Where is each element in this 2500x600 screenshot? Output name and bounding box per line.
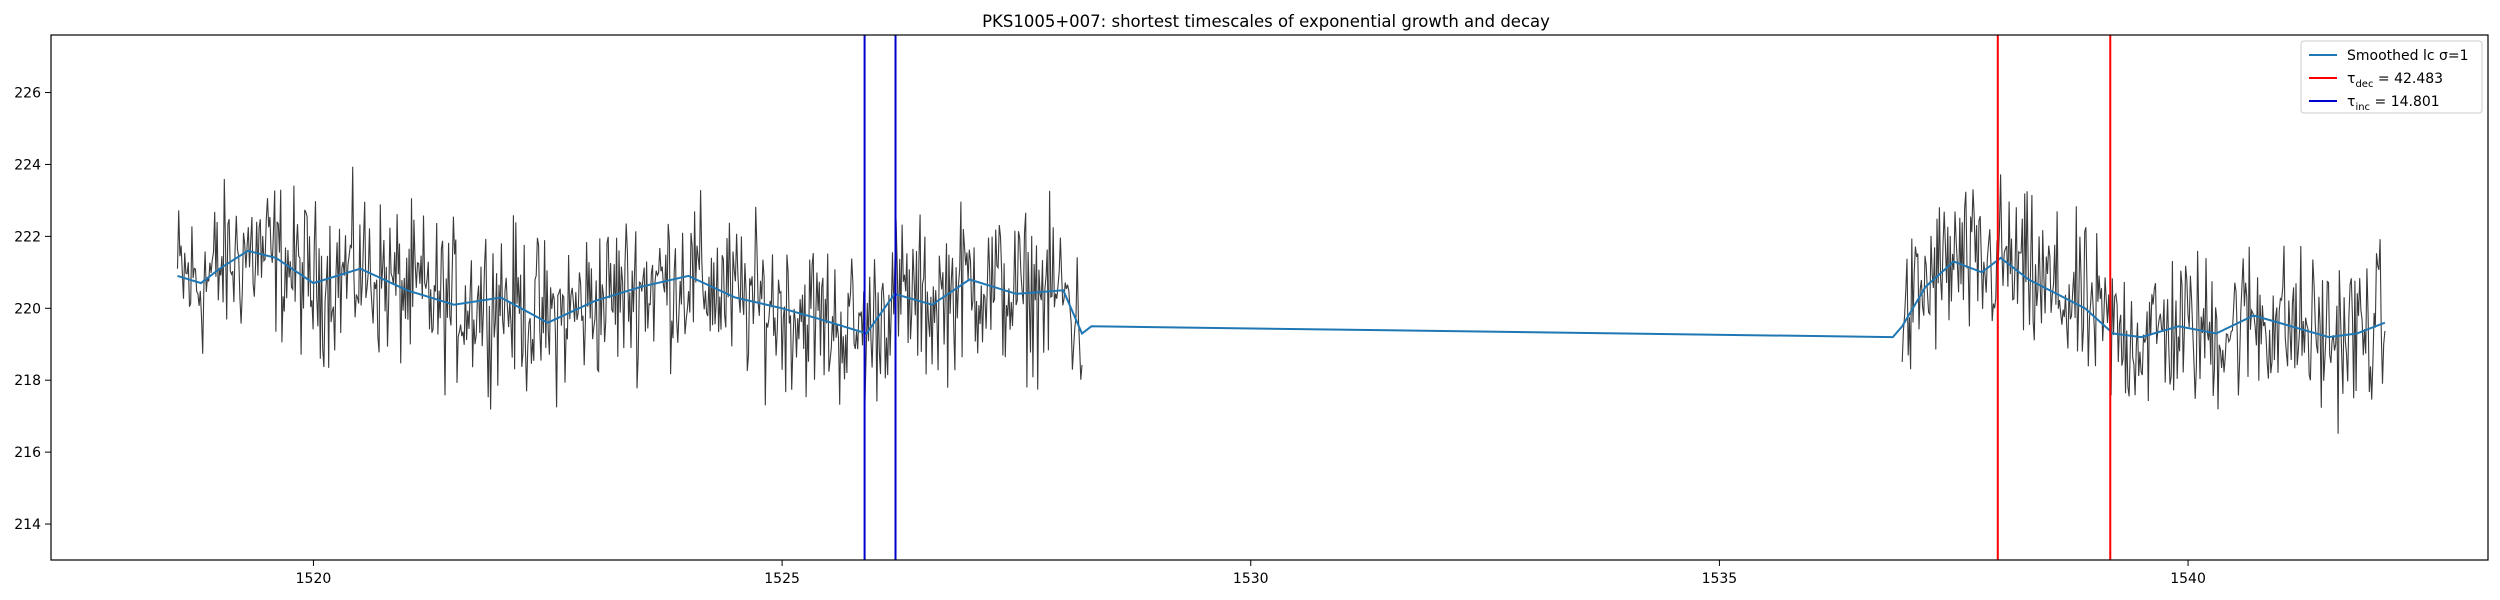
- x-tick-label: 1525: [764, 571, 800, 587]
- legend-subscript: dec: [2355, 79, 2373, 90]
- raw-lightcurve: [176, 166, 2386, 434]
- y-tick-label: 220: [14, 301, 41, 317]
- legend-symbol: τ: [2347, 94, 2355, 110]
- y-tick-label: 218: [14, 373, 41, 389]
- smoothed-line: [177, 249, 2386, 339]
- y-tick-label: 216: [14, 445, 41, 461]
- x-tick-label: 1535: [1702, 571, 1738, 587]
- y-tick-label: 222: [14, 229, 41, 245]
- x-tick-label: 1520: [296, 571, 332, 587]
- y-tick-label: 226: [14, 86, 41, 102]
- smoothed-lightcurve: [177, 249, 2386, 339]
- timescale-markers: [863, 35, 2112, 560]
- legend-value: = 14.801: [2370, 94, 2440, 110]
- x-axis: 1520 1525 1530 1535 1540: [296, 560, 2206, 587]
- raw-segment-1: [176, 166, 1083, 410]
- legend-label-inc: τinc = 14.801: [2347, 94, 2440, 113]
- y-tick-label: 224: [14, 157, 41, 173]
- legend-label-smoothed: Smoothed lc σ=1: [2347, 48, 2469, 64]
- x-tick-label: 1540: [2170, 571, 2206, 587]
- chart-title: PKS1005+007: shortest timescales of expo…: [982, 12, 1550, 31]
- legend-symbol: τ: [2347, 71, 2355, 87]
- raw-segment-2: [1901, 174, 2386, 434]
- legend-subscript: inc: [2355, 102, 2370, 113]
- x-tick-label: 1530: [1233, 571, 1269, 587]
- y-tick-label: 214: [14, 517, 41, 533]
- legend-box: [2300, 40, 2483, 114]
- legend-value: = 42.483: [2373, 71, 2443, 87]
- plot-area-frame: [50, 34, 2489, 561]
- y-axis: 214 216 218 220 222 224 226: [14, 86, 51, 533]
- legend-label-dec: τdec = 42.483: [2347, 71, 2443, 90]
